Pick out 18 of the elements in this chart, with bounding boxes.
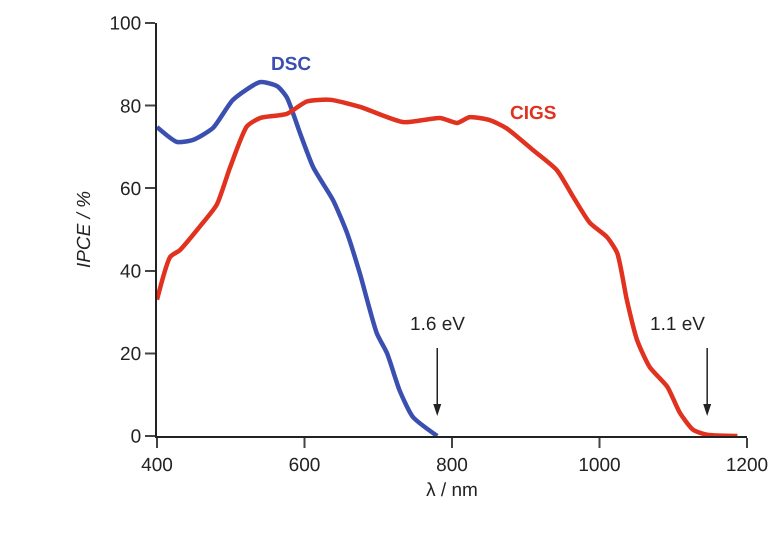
- y-axis-title: IPCE / %: [74, 190, 95, 268]
- line-series: [157, 80, 440, 436]
- x-tick-label: 1000: [578, 454, 621, 476]
- y-tick-label: 60: [120, 178, 142, 200]
- y-tick-label: 100: [109, 14, 142, 35]
- y-tick-label: 20: [120, 344, 142, 366]
- annotation: 1.1 eV: [650, 314, 706, 335]
- x-tick-label: 600: [288, 454, 320, 476]
- x-tick-label: 400: [141, 454, 173, 476]
- annotation: 1.6 eV: [410, 314, 466, 335]
- series-label: CIGS: [510, 103, 556, 124]
- y-tick-label: 40: [120, 261, 142, 282]
- x-tick-label: 1200: [726, 454, 768, 476]
- x-axis-title: λ / nm: [426, 480, 478, 502]
- y-tick-label: 80: [120, 96, 142, 118]
- series-label: DSC: [271, 54, 312, 75]
- y-tick-label: 0: [130, 426, 142, 448]
- x-tick-label: 800: [436, 454, 468, 476]
